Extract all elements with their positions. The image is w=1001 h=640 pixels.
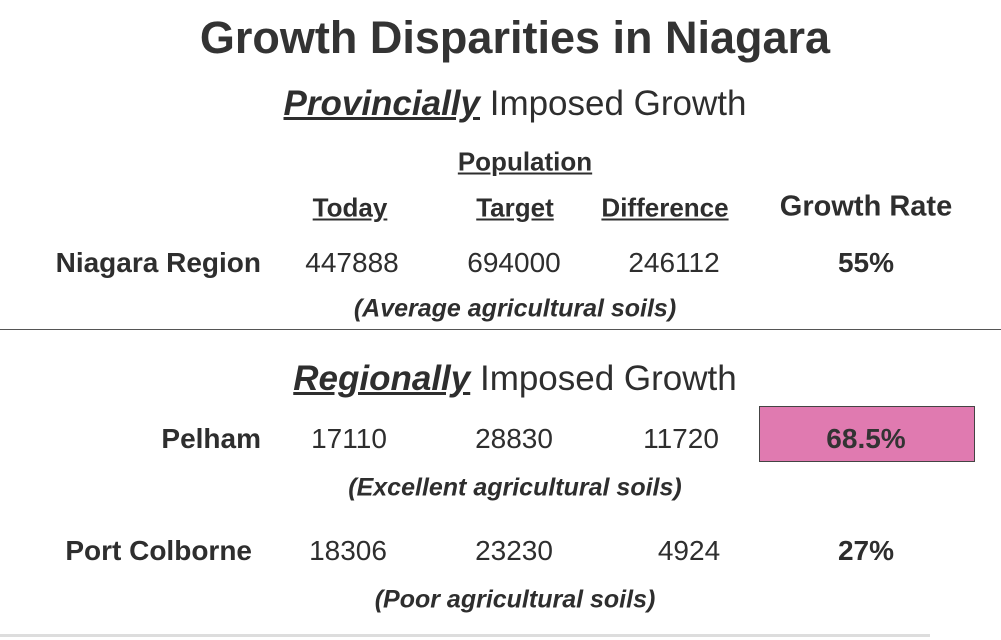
row-label-niagara: Niagara Region: [55, 247, 261, 278]
cell-target: 694000: [467, 247, 561, 278]
population-header: Population: [457, 146, 593, 177]
page-title: Growth Disparities in Niagara: [199, 12, 831, 63]
cell-difference: 246112: [628, 247, 720, 278]
cell-difference: 4924: [657, 535, 721, 566]
regional-heading: Regionally Imposed Growth: [293, 359, 737, 398]
col-growth-rate: Growth Rate: [779, 190, 953, 223]
cell-target: 28830: [475, 423, 553, 454]
cell-growth-rate: 68.5%: [826, 423, 906, 454]
cell-growth-rate: 27%: [837, 535, 895, 566]
regional-emphasis: Regionally: [293, 359, 471, 398]
highlight-box: [759, 406, 975, 462]
col-today: Today: [312, 192, 388, 223]
cell-growth-rate: 55%: [837, 247, 895, 278]
soil-note: (Poor agricultural soils): [374, 585, 656, 614]
col-difference: Difference: [601, 192, 729, 223]
cell-difference: 11720: [643, 423, 719, 454]
provincial-heading: Provincially Imposed Growth: [283, 84, 747, 123]
row-label-port-colborne: Port Colborne: [65, 535, 252, 566]
bottom-border: [0, 634, 930, 637]
divider: [0, 329, 1001, 330]
cell-target: 23230: [475, 535, 553, 566]
col-target: Target: [476, 192, 554, 223]
row-label-pelham: Pelham: [161, 423, 261, 454]
cell-today: 17110: [311, 423, 387, 454]
provincial-emphasis: Provincially: [283, 84, 480, 123]
soil-note: (Average agricultural soils): [353, 294, 677, 323]
cell-today: 18306: [309, 535, 387, 566]
cell-today: 447888: [305, 247, 399, 278]
soil-note: (Excellent agricultural soils): [348, 473, 682, 502]
